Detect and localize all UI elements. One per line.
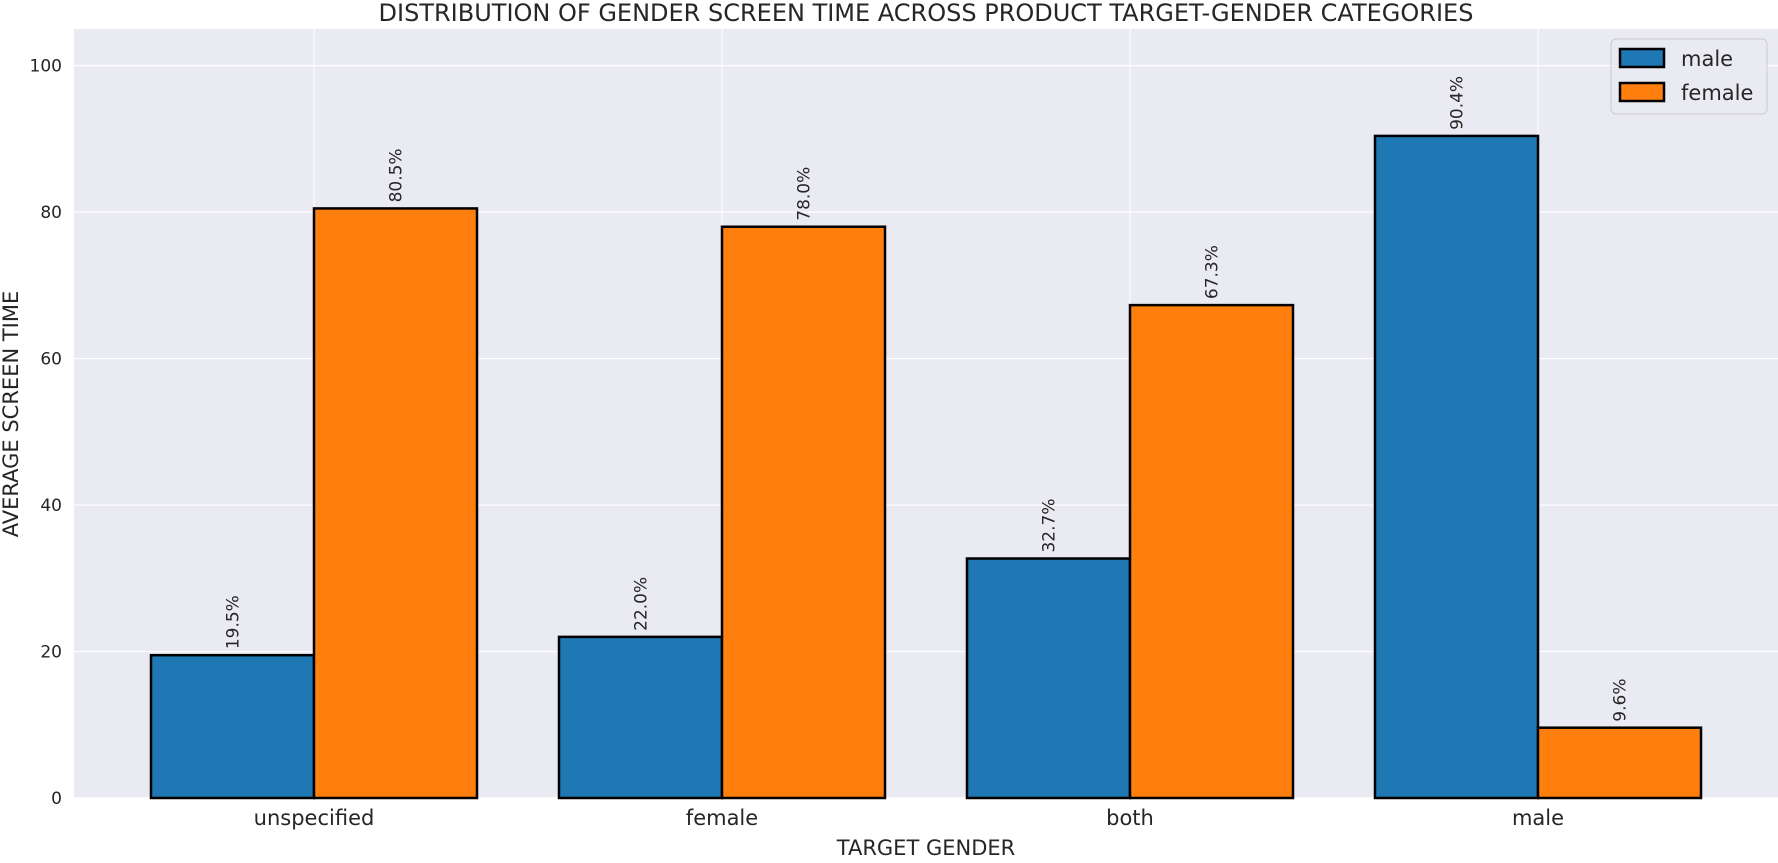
x-tick-label: unspecified	[254, 806, 375, 830]
bar-male-female	[557, 635, 724, 800]
data-label: 80.5%	[387, 148, 407, 202]
y-tick-label: 60	[40, 350, 62, 370]
x-tick-label: both	[1106, 806, 1154, 830]
bars	[149, 134, 1703, 800]
x-axis-ticks: unspecified female both male	[254, 806, 1564, 830]
data-label: 19.5%	[224, 595, 244, 649]
legend-label-female: female	[1681, 81, 1753, 105]
legend-label-male: male	[1681, 47, 1733, 71]
bar-female-female	[720, 225, 887, 800]
y-tick-label: 20	[40, 643, 62, 663]
data-label: 78.0%	[795, 167, 815, 221]
bar-male-male	[1373, 134, 1540, 800]
bar-female-both	[1128, 303, 1295, 800]
legend-swatch-female	[1618, 81, 1666, 103]
data-labels: 19.5% 22.0% 32.7% 90.4% 80.5% 78.0% 67.3% 9.6%	[224, 76, 1631, 722]
y-tick-label: 0	[51, 789, 62, 809]
data-label: 9.6%	[1611, 678, 1631, 721]
bar-male-unspecified	[149, 653, 316, 800]
data-label: 32.7%	[1040, 498, 1060, 552]
data-label: 90.4%	[1448, 76, 1468, 130]
y-axis-ticks: 0 20 40 60 80 100	[30, 57, 62, 809]
bar-male-both	[965, 557, 1132, 800]
y-tick-label: 100	[30, 57, 62, 77]
x-tick-label: female	[686, 806, 758, 830]
data-label: 67.3%	[1203, 245, 1223, 299]
y-tick-label: 40	[40, 496, 62, 516]
bar-female-male	[1536, 726, 1703, 800]
data-label: 22.0%	[632, 577, 652, 631]
x-axis-label: TARGET GENDER	[836, 836, 1015, 859]
y-tick-label: 80	[40, 203, 62, 223]
legend-swatch-male	[1618, 47, 1666, 69]
y-axis-label: AVERAGE SCREEN TIME	[0, 291, 23, 538]
x-tick-label: male	[1512, 806, 1564, 830]
bar-female-unspecified	[312, 207, 479, 800]
legend: male female	[1610, 38, 1768, 115]
chart-title: DISTRIBUTION OF GENDER SCREEN TIME ACROS…	[379, 0, 1474, 27]
